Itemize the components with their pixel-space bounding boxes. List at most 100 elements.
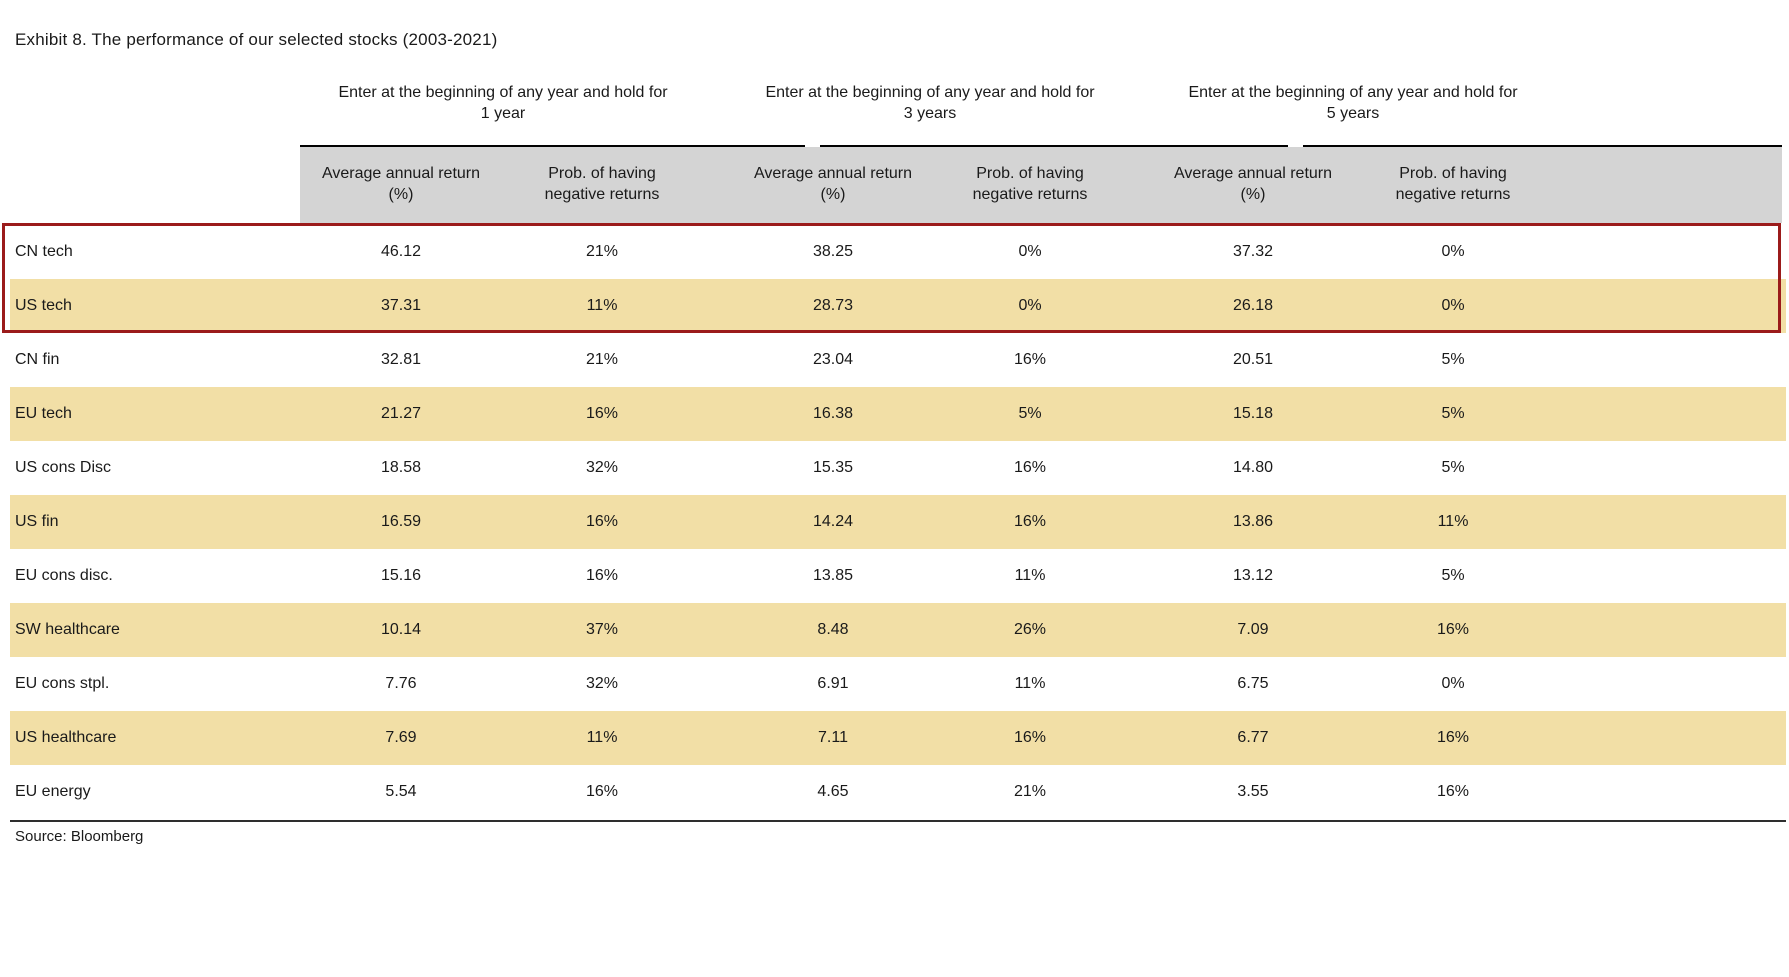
cell-prob-3y: 16%: [1013, 351, 1047, 368]
subheader-return-5y-line1: Average annual return: [1173, 165, 1333, 182]
table-bottom-rule: [10, 820, 1786, 822]
cell-prob-5y: 5%: [1441, 567, 1465, 584]
cell-prob-1y: 11%: [586, 297, 618, 314]
cell-return-1y: 5.54: [385, 783, 417, 800]
header-rule-3-years: [820, 145, 1288, 147]
cell-return-3y: 8.48: [817, 621, 849, 638]
row-label: US healthcare: [15, 729, 117, 746]
cell-prob-3y: 11%: [1014, 675, 1046, 692]
cell-return-1y: 7.76: [385, 675, 417, 692]
cell-return-5y: 3.55: [1237, 783, 1269, 800]
group-header-3-years: Enter at the beginning of any year and h…: [710, 82, 1150, 124]
cell-return-1y: 37.31: [380, 297, 422, 314]
group-header-1-year-line2: 1 year: [480, 105, 526, 122]
cell-return-5y: 15.18: [1232, 405, 1274, 422]
subheader-return-5y-line2: (%): [1240, 186, 1266, 203]
cell-prob-1y: 32%: [585, 675, 619, 692]
cell-return-5y: 7.09: [1237, 621, 1269, 638]
cell-prob-1y: 21%: [585, 351, 619, 368]
cell-return-5y: 13.86: [1232, 513, 1274, 530]
group-header-3-years-line2: 3 years: [903, 105, 957, 122]
cell-return-1y: 7.69: [385, 729, 417, 746]
group-header-1-year: Enter at the beginning of any year and h…: [283, 82, 723, 124]
group-header-1-year-line1: Enter at the beginning of any year and h…: [338, 84, 668, 101]
cell-prob-3y: 0%: [1018, 243, 1042, 260]
cell-return-5y: 6.77: [1237, 729, 1269, 746]
subheader-prob-1y-line2: negative returns: [544, 186, 660, 203]
subheader-return-1y-line2: (%): [388, 186, 414, 203]
cell-return-3y: 38.25: [812, 243, 854, 260]
group-header-3-years-line1: Enter at the beginning of any year and h…: [765, 84, 1095, 101]
cell-prob-5y: 0%: [1441, 243, 1465, 260]
cell-prob-3y: 16%: [1013, 729, 1047, 746]
cell-return-1y: 21.27: [380, 405, 422, 422]
subheader-prob-3y-line2: negative returns: [972, 186, 1088, 203]
table-row-us-healthcare: US healthcare 7.69 11% 7.11 16% 6.77 16%: [10, 711, 1786, 765]
table-row-us-cons-disc: US cons Disc 18.58 32% 15.35 16% 14.80 5…: [10, 441, 1786, 495]
cell-return-3y: 16.38: [812, 405, 854, 422]
table-row-us-fin: US fin 16.59 16% 14.24 16% 13.86 11%: [10, 495, 1786, 549]
cell-prob-1y: 11%: [586, 729, 618, 746]
cell-prob-1y: 16%: [585, 405, 619, 422]
table-row-sw-healthcare: SW healthcare 10.14 37% 8.48 26% 7.09 16…: [10, 603, 1786, 657]
group-header-5-years-line1: Enter at the beginning of any year and h…: [1188, 84, 1518, 101]
cell-return-3y: 13.85: [812, 567, 854, 584]
row-label: CN tech: [15, 243, 73, 260]
row-label: US tech: [15, 297, 72, 314]
header-rule-5-years: [1303, 145, 1782, 147]
table-row-cn-fin: CN fin 32.81 21% 23.04 16% 20.51 5%: [10, 333, 1786, 387]
subheader-prob-5y-line2: negative returns: [1395, 186, 1511, 203]
row-label: EU energy: [15, 783, 91, 800]
subheader-prob-3y: Prob. of having negative returns: [920, 163, 1140, 205]
row-label: US fin: [15, 513, 59, 530]
subheader-prob-5y-line1: Prob. of having: [1399, 165, 1507, 182]
cell-prob-3y: 26%: [1013, 621, 1047, 638]
cell-prob-5y: 0%: [1441, 675, 1465, 692]
cell-prob-5y: 5%: [1441, 405, 1465, 422]
subheader-band: [300, 147, 1782, 223]
subheader-return-1y: Average annual return (%): [291, 163, 511, 205]
source-note: Source: Bloomberg: [15, 828, 144, 845]
row-label: EU cons stpl.: [15, 675, 110, 692]
cell-prob-1y: 16%: [585, 783, 619, 800]
cell-prob-3y: 16%: [1013, 459, 1047, 476]
row-label: SW healthcare: [15, 621, 120, 638]
cell-return-5y: 20.51: [1232, 351, 1274, 368]
cell-return-1y: 10.14: [380, 621, 422, 638]
cell-return-3y: 15.35: [812, 459, 854, 476]
cell-return-5y: 14.80: [1232, 459, 1274, 476]
row-label: EU cons disc.: [15, 567, 113, 584]
table-row-cn-tech: CN tech 46.12 21% 38.25 0% 37.32 0%: [10, 225, 1786, 279]
subheader-return-5y: Average annual return (%): [1143, 163, 1363, 205]
subheader-prob-3y-line1: Prob. of having: [976, 165, 1084, 182]
cell-prob-5y: 0%: [1441, 297, 1465, 314]
group-header-5-years-line2: 5 years: [1326, 105, 1380, 122]
cell-return-1y: 18.58: [380, 459, 422, 476]
cell-return-1y: 16.59: [380, 513, 422, 530]
subheader-prob-5y: Prob. of having negative returns: [1343, 163, 1563, 205]
cell-return-5y: 6.75: [1237, 675, 1269, 692]
cell-return-5y: 13.12: [1232, 567, 1274, 584]
cell-return-3y: 23.04: [812, 351, 854, 368]
cell-prob-1y: 21%: [585, 243, 619, 260]
subheader-prob-1y: Prob. of having negative returns: [492, 163, 712, 205]
subheader-return-3y: Average annual return (%): [723, 163, 943, 205]
table-row-eu-cons-disc: EU cons disc. 15.16 16% 13.85 11% 13.12 …: [10, 549, 1786, 603]
cell-prob-1y: 37%: [585, 621, 619, 638]
cell-prob-3y: 5%: [1018, 405, 1042, 422]
table-row-eu-tech: EU tech 21.27 16% 16.38 5% 15.18 5%: [10, 387, 1786, 441]
cell-return-5y: 26.18: [1232, 297, 1274, 314]
header-rule-1-year: [300, 145, 805, 147]
cell-prob-5y: 16%: [1436, 621, 1470, 638]
cell-prob-5y: 5%: [1441, 459, 1465, 476]
cell-prob-5y: 16%: [1436, 729, 1470, 746]
exhibit-title: Exhibit 8. The performance of our select…: [15, 30, 498, 49]
row-label: CN fin: [15, 351, 60, 368]
cell-prob-3y: 21%: [1013, 783, 1047, 800]
cell-prob-5y: 11%: [1437, 513, 1469, 530]
cell-return-3y: 6.91: [817, 675, 849, 692]
subheader-prob-1y-line1: Prob. of having: [548, 165, 656, 182]
cell-prob-3y: 16%: [1013, 513, 1047, 530]
group-header-5-years: Enter at the beginning of any year and h…: [1133, 82, 1573, 124]
